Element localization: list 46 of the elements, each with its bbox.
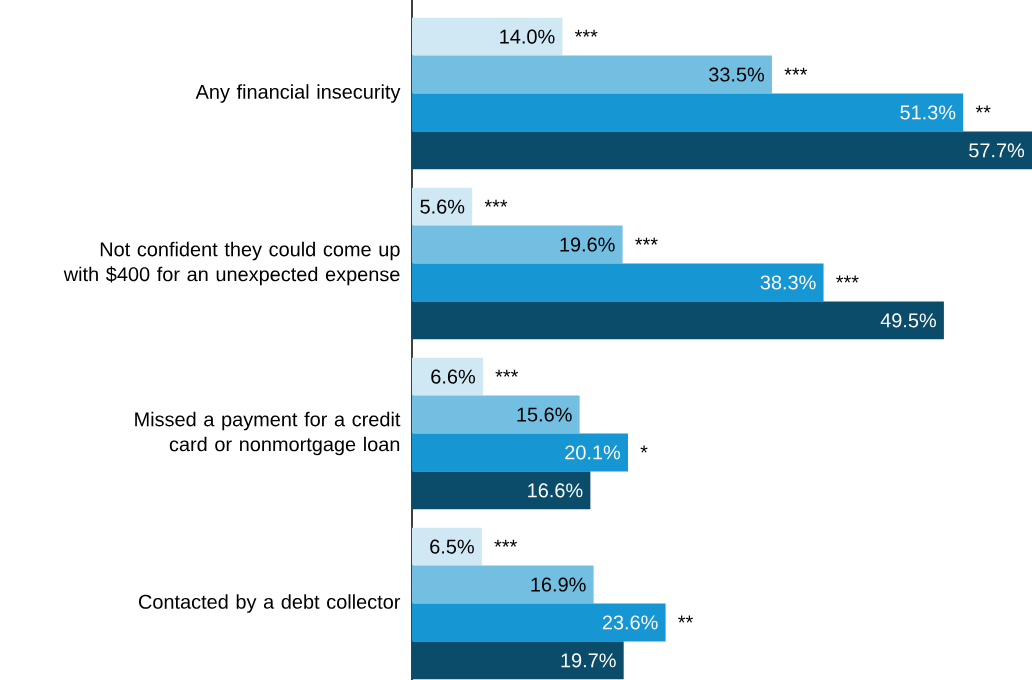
bar — [412, 603, 666, 642]
bar — [412, 471, 591, 510]
annotation: *** — [574, 29, 598, 37]
bar — [412, 527, 482, 566]
data-label: 5.6% — [420, 199, 465, 214]
y-tick-label: Any financial insecurity — [195, 84, 401, 103]
y-tick-label: Missed a payment for a credit card or nonmortgage loan — [135, 411, 401, 456]
annotation: *** — [484, 199, 508, 207]
data-label: 16.6% — [528, 483, 583, 498]
bar — [412, 641, 624, 680]
bar — [412, 395, 580, 434]
annotation: *** — [635, 237, 658, 245]
annotation: ** — [975, 105, 991, 113]
data-label: 6.5% — [430, 539, 474, 554]
bar — [412, 55, 772, 94]
data-label: 49.5% — [880, 313, 936, 328]
data-label: 16.9% — [531, 577, 586, 592]
data-label: 19.7% — [561, 653, 616, 668]
data-label: 19.6% — [560, 237, 615, 252]
bar — [412, 565, 594, 604]
annotation: *** — [784, 67, 808, 75]
bar — [412, 301, 944, 340]
bar — [412, 131, 1032, 170]
y-tick-label: Contacted by a debt collector — [138, 594, 401, 613]
data-label: 57.7% — [969, 143, 1025, 158]
annotation: ** — [678, 615, 693, 623]
data-label: 6.6% — [431, 369, 475, 384]
bar — [412, 433, 628, 472]
annotation: *** — [836, 275, 859, 283]
data-label: 14.0% — [500, 29, 555, 44]
data-label: 33.5% — [709, 67, 765, 82]
bar — [412, 263, 824, 302]
data-label: 20.1% — [565, 445, 621, 460]
bar — [412, 187, 473, 226]
bar — [412, 225, 623, 264]
data-label: 38.3% — [760, 275, 816, 290]
data-label: 51.3% — [900, 105, 956, 120]
bar — [412, 93, 964, 132]
annotation: * — [640, 445, 648, 453]
y-tick-label: Not confident they could come up with $400 for an unexpected expense — [63, 241, 400, 286]
data-label: 23.6% — [602, 615, 658, 630]
data-label: 15.6% — [517, 407, 572, 422]
bar — [412, 357, 483, 396]
annotation: *** — [495, 369, 519, 377]
annotation: *** — [494, 539, 517, 547]
bar — [412, 17, 563, 56]
